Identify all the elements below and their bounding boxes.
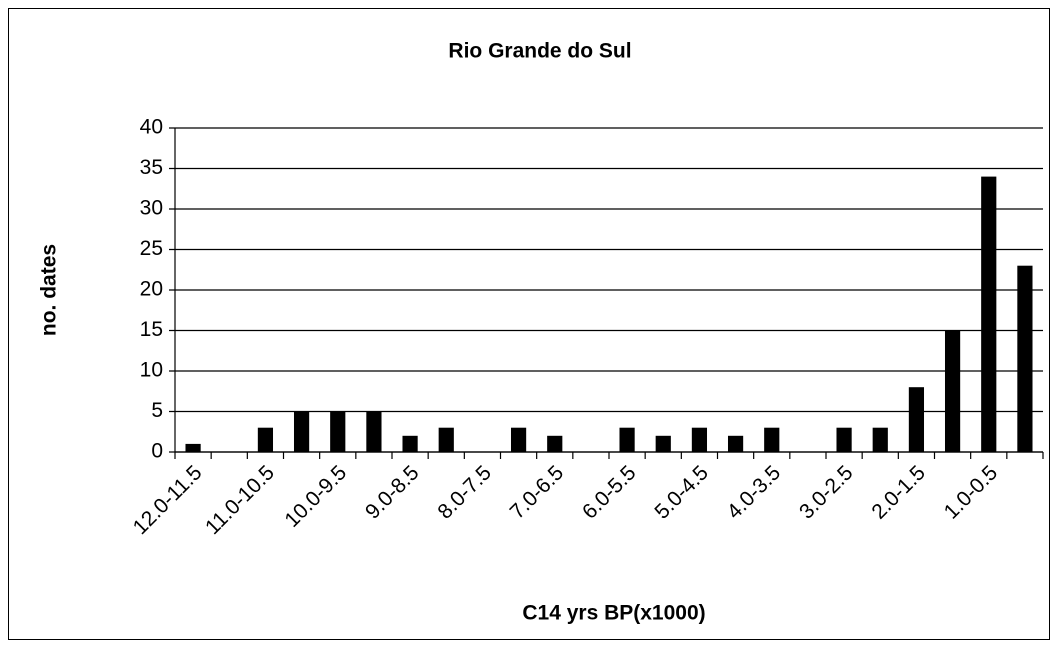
x-axis-title: C14 yrs BP(x1000)	[522, 602, 705, 625]
y-tick-label: 35	[140, 156, 163, 179]
chart-frame	[8, 8, 1050, 640]
y-tick-label: 30	[140, 197, 163, 220]
chart-title: Rio Grande do Sul	[448, 40, 631, 63]
bar	[510, 427, 527, 452]
y-tick-label: 25	[140, 237, 163, 260]
bar	[293, 411, 310, 452]
bar	[1017, 265, 1033, 452]
bar	[330, 411, 346, 452]
bar	[727, 435, 744, 452]
y-tick-label: 40	[140, 116, 163, 139]
bar	[655, 435, 671, 452]
bar	[691, 427, 708, 452]
y-tick-label: 20	[140, 278, 163, 301]
bar	[908, 387, 925, 452]
bar	[836, 427, 852, 452]
y-tick-label: 0	[151, 440, 163, 463]
y-tick-label: 5	[151, 399, 163, 422]
bar	[764, 427, 780, 452]
bar	[185, 443, 201, 452]
y-tick-label: 15	[140, 318, 163, 341]
bar	[944, 330, 961, 452]
bar	[872, 427, 888, 452]
bar	[438, 427, 454, 452]
y-tick-label: 10	[140, 359, 163, 382]
bar	[619, 427, 635, 452]
bar	[547, 435, 563, 452]
bar	[257, 427, 274, 452]
bar	[402, 435, 418, 452]
y-axis-title: no. dates	[38, 244, 61, 336]
bar	[366, 411, 382, 452]
bar	[981, 176, 997, 452]
